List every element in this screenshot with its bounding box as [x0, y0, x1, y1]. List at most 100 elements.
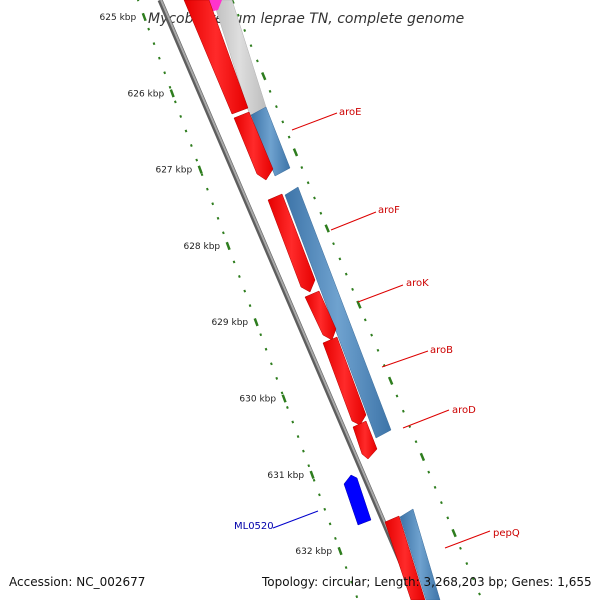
leader-line-aroe [291, 112, 338, 131]
outer-minor-tick [338, 257, 342, 261]
outer-major-tick [419, 452, 426, 462]
cds-arrow-arof[interactable] [267, 193, 316, 293]
scale-major-tick [281, 394, 287, 403]
outer-minor-tick [268, 89, 272, 93]
outer-minor-tick [433, 485, 437, 489]
gene-label-pepq[interactable]: pepQ [493, 528, 520, 539]
scale-minor-tick [275, 376, 279, 380]
outer-minor-tick [236, 13, 240, 17]
outer-minor-tick [414, 440, 418, 444]
outer-minor-tick [401, 409, 405, 413]
scale-tick-label: 626 kbp [128, 89, 165, 99]
scale-major-tick [225, 241, 231, 251]
scale-minor-tick [179, 114, 183, 118]
gene-label-ml0520[interactable]: ML0520 [234, 521, 274, 532]
cds-features [183, 0, 426, 600]
outer-minor-tick [306, 181, 310, 185]
scale-minor-tick [184, 129, 188, 133]
gene-label-aroe[interactable]: aroE [339, 107, 361, 118]
cds-arrow-arok[interactable] [304, 290, 337, 341]
cds-arrow-arod[interactable] [352, 420, 378, 460]
gene-label-arof[interactable]: aroF [378, 205, 400, 216]
scale-minor-tick [211, 202, 215, 206]
scale-minor-tick [206, 187, 209, 191]
scale-minor-tick [350, 580, 353, 584]
scale-minor-tick [323, 507, 327, 511]
outer-minor-tick [376, 348, 380, 352]
outer-minor-tick [300, 166, 304, 170]
gene-track-segment-pepq[interactable] [399, 508, 441, 600]
scale-minor-tick [173, 100, 177, 104]
gene-labels: aroE aroF aroK aroB aroD ML0520 pepQ [234, 107, 520, 549]
gene-label-arok[interactable]: aroK [406, 278, 429, 289]
outer-minor-tick [332, 242, 335, 246]
scale-minor-tick [312, 478, 316, 482]
cds-arrow-top[interactable] [183, 0, 249, 115]
gene-track-segment-main[interactable] [284, 186, 392, 439]
scale-tick-label: 629 kbp [211, 318, 248, 328]
scale-minor-tick [243, 289, 247, 293]
scale-minor-tick [264, 347, 268, 351]
outer-major-tick [356, 300, 362, 309]
outer-minor-tick [255, 59, 259, 63]
scale-minor-tick [200, 173, 204, 177]
scale-minor-tick [147, 27, 151, 31]
cds-arrow-pepq[interactable] [384, 515, 426, 600]
scale-tick-label: 627 kbp [155, 166, 192, 176]
scale-tick-label: 632 kbp [295, 547, 332, 557]
scale-major-tick [141, 12, 147, 22]
scale-minor-tick [190, 144, 193, 147]
leader-line-arod [402, 409, 450, 429]
outer-major-tick [261, 71, 267, 81]
leader-line-arob [381, 350, 429, 368]
scale-minor-tick [195, 158, 199, 162]
scale-minor-tick [259, 333, 263, 337]
scale-minor-tick [270, 362, 273, 366]
outer-dotted-ring [230, 0, 481, 596]
scale-tick-label: 628 kbp [183, 242, 220, 252]
outer-minor-tick [446, 516, 450, 520]
cds-arrow-arob[interactable] [322, 336, 367, 426]
genome-summary-text: Topology: circular; Length: 3,268,203 bp… [261, 575, 592, 589]
scale-major-tick [337, 546, 343, 556]
scale-tick-label: 631 kbp [267, 471, 304, 481]
scale-minor-tick [152, 42, 156, 46]
scale-minor-tick [302, 449, 305, 453]
outer-minor-tick [243, 28, 247, 32]
scale-minor-tick [136, 0, 140, 2]
outer-minor-tick [440, 501, 443, 505]
outer-major-tick [451, 528, 457, 538]
gene-track [212, 0, 441, 600]
outer-minor-tick [313, 196, 316, 200]
scale-minor-tick [238, 275, 241, 278]
scale-minor-tick [307, 464, 311, 468]
scale-minor-tick [296, 435, 300, 439]
outer-minor-tick [459, 546, 462, 550]
scale-minor-tick [157, 56, 161, 60]
scale-minor-tick [280, 391, 284, 395]
scale-major-tick [169, 89, 175, 98]
outer-minor-tick [287, 135, 291, 139]
scale-ring: 625 kbp 626 kbp 627 kbp 628 kbp 629 kbp 630 k… [100, 0, 359, 599]
scale-minor-tick [232, 260, 236, 264]
scale-major-tick [197, 165, 203, 174]
scale-major-tick [253, 318, 259, 327]
scale-minor-tick [248, 304, 252, 308]
scale-minor-tick [328, 522, 332, 526]
leader-line-pepq [444, 530, 491, 549]
gene-label-arob[interactable]: aroB [430, 345, 453, 356]
outer-minor-tick [370, 333, 374, 337]
outer-minor-tick [249, 44, 253, 48]
outer-major-tick [292, 148, 299, 157]
accession-text: Accession: NC_002677 [9, 575, 145, 589]
outer-minor-tick [344, 272, 348, 276]
gene-label-arod[interactable]: aroD [452, 405, 476, 416]
cds-arrow-aroe[interactable] [233, 111, 274, 181]
cds-arrow-ml0520[interactable] [343, 474, 372, 526]
leader-line-ml0520 [272, 510, 319, 529]
scale-minor-tick [291, 420, 295, 424]
outer-major-tick [324, 224, 330, 233]
leader-line-arok [357, 284, 404, 303]
outer-minor-tick [281, 120, 285, 124]
